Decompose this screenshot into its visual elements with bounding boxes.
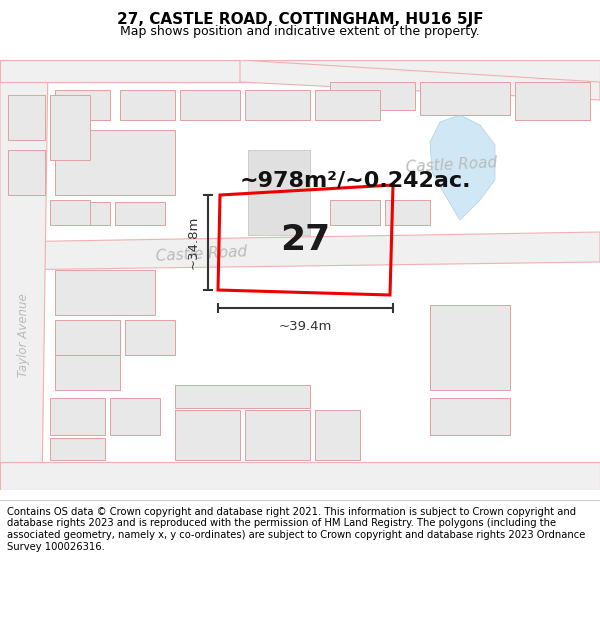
Polygon shape	[8, 150, 45, 195]
Polygon shape	[248, 150, 310, 235]
Text: Castle Road: Castle Road	[155, 244, 247, 264]
Polygon shape	[175, 410, 240, 460]
Polygon shape	[110, 398, 160, 435]
Polygon shape	[55, 320, 120, 355]
Polygon shape	[180, 90, 240, 120]
Polygon shape	[120, 90, 175, 120]
Polygon shape	[175, 385, 310, 408]
Text: Castle Road: Castle Road	[405, 155, 497, 175]
Polygon shape	[0, 462, 600, 490]
Polygon shape	[55, 130, 175, 195]
Polygon shape	[0, 60, 48, 490]
Polygon shape	[420, 82, 510, 115]
Polygon shape	[430, 398, 510, 435]
Polygon shape	[50, 438, 105, 460]
Polygon shape	[245, 410, 310, 460]
Text: ~34.8m: ~34.8m	[187, 216, 200, 269]
Polygon shape	[125, 320, 175, 355]
Polygon shape	[0, 232, 600, 270]
Polygon shape	[8, 95, 45, 140]
Polygon shape	[55, 355, 120, 390]
Polygon shape	[330, 82, 415, 110]
Text: 27, CASTLE ROAD, COTTINGHAM, HU16 5JF: 27, CASTLE ROAD, COTTINGHAM, HU16 5JF	[116, 12, 484, 27]
Polygon shape	[430, 305, 510, 390]
Polygon shape	[50, 398, 105, 435]
Polygon shape	[385, 200, 430, 225]
Polygon shape	[515, 82, 590, 120]
Text: Map shows position and indicative extent of the property.: Map shows position and indicative extent…	[120, 26, 480, 39]
Polygon shape	[115, 202, 165, 225]
Text: ~39.4m: ~39.4m	[279, 320, 332, 333]
Polygon shape	[315, 90, 380, 120]
Polygon shape	[330, 200, 380, 225]
Polygon shape	[245, 90, 310, 120]
Polygon shape	[0, 60, 600, 82]
Polygon shape	[50, 95, 90, 160]
Text: Contains OS data © Crown copyright and database right 2021. This information is : Contains OS data © Crown copyright and d…	[7, 507, 586, 551]
Polygon shape	[55, 202, 110, 225]
Polygon shape	[430, 115, 495, 220]
Text: Taylor Avenue: Taylor Avenue	[17, 293, 31, 377]
Polygon shape	[315, 410, 360, 460]
Text: 27: 27	[280, 223, 330, 257]
Polygon shape	[50, 200, 90, 225]
Polygon shape	[240, 60, 600, 100]
Polygon shape	[55, 90, 110, 120]
Polygon shape	[55, 270, 155, 315]
Text: ~978m²/~0.242ac.: ~978m²/~0.242ac.	[240, 170, 472, 190]
